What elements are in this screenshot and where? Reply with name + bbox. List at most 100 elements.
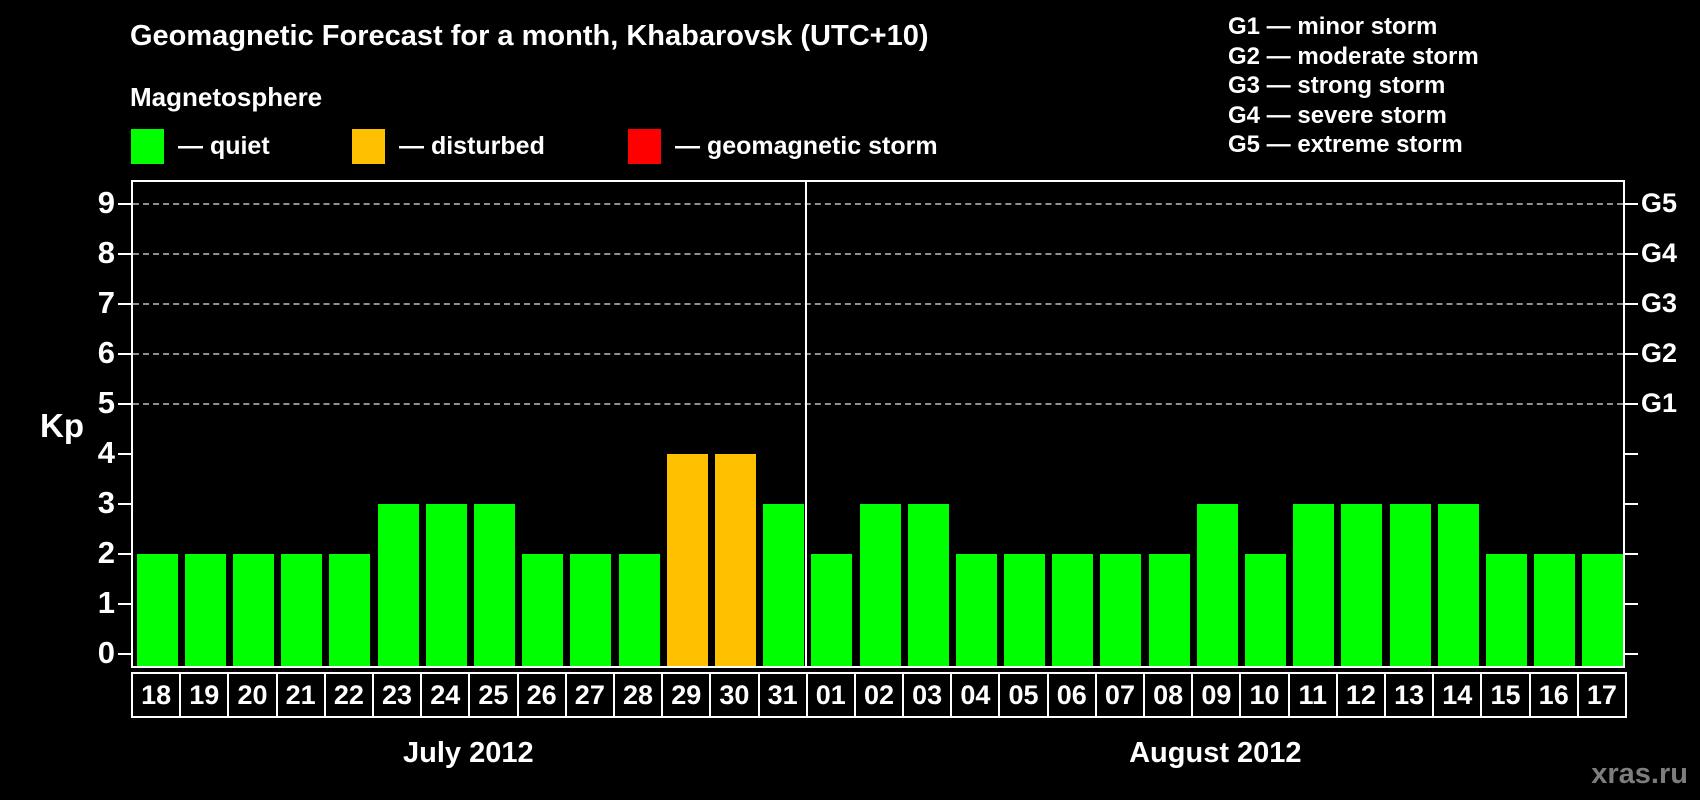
- y-axis-tick-right-4: [1625, 453, 1638, 455]
- day-label-08: 08: [1143, 672, 1194, 718]
- day-label-22: 22: [323, 672, 374, 718]
- g-scale-legend-line: G2 — moderate storm: [1228, 42, 1479, 70]
- kp-bar-day-09: [1196, 504, 1238, 666]
- g-scale-legend-line: G4 — severe storm: [1228, 101, 1447, 129]
- disturbed-color-swatch: [352, 128, 385, 164]
- kp-bar-day-17: [1582, 554, 1624, 666]
- legend-item-label: — disturbed: [399, 131, 545, 160]
- y-axis-label-9: 9: [97, 185, 115, 220]
- y-axis-tick-right-2: [1625, 553, 1638, 555]
- kp-bar-day-28: [618, 554, 660, 666]
- watermark: xras.ru: [1591, 758, 1688, 790]
- kp-bar-day-22: [329, 554, 371, 666]
- y-axis-label-2: 2: [97, 535, 115, 570]
- day-label-31: 31: [757, 672, 808, 718]
- month-separator-line: [804, 182, 807, 666]
- y-axis-tick-left-6: [118, 353, 131, 355]
- y-axis-tick-right-0: [1625, 653, 1638, 655]
- day-label-20: 20: [227, 672, 278, 718]
- kp-bar-day-14: [1437, 504, 1479, 666]
- day-label-17: 17: [1576, 672, 1627, 718]
- y-axis-tick-right-6: [1625, 353, 1638, 355]
- day-label-19: 19: [179, 672, 230, 718]
- y-axis-tick-left-1: [118, 603, 131, 605]
- day-label-28: 28: [612, 672, 664, 718]
- legend-item-label: — quiet: [178, 131, 270, 160]
- day-label-03: 03: [902, 672, 953, 718]
- kp-bar-day-03: [907, 504, 949, 666]
- quiet-color-swatch: [131, 128, 164, 164]
- day-label-30: 30: [709, 672, 760, 718]
- day-label-05: 05: [998, 672, 1049, 718]
- day-label-11: 11: [1287, 672, 1338, 718]
- plot-area: 0 1 2 3 4 5 6 7 8 9 G1 G2 G3 G4 G5: [98, 180, 1677, 670]
- y-axis-label-1: 1: [97, 585, 115, 620]
- kp-bar-day-16: [1534, 554, 1576, 666]
- g-scale-legend-line: G3 — strong storm: [1228, 72, 1446, 99]
- day-label-12: 12: [1335, 672, 1387, 718]
- magnetosphere-legend-heading: Magnetosphere: [130, 82, 323, 112]
- day-label-15: 15: [1480, 672, 1531, 718]
- kp-bar-day-24: [425, 504, 467, 666]
- day-label-04: 04: [950, 672, 1001, 718]
- day-label-16: 16: [1528, 672, 1579, 718]
- y-axis-tick-right-7: [1625, 303, 1638, 305]
- gridline-kp-6: [133, 353, 1623, 355]
- y-axis-label-8: 8: [97, 235, 115, 270]
- day-label-18: 18: [131, 672, 182, 718]
- kp-bar-day-12: [1341, 504, 1383, 666]
- y-axis-label-0: 0: [97, 635, 115, 670]
- y-axis-tick-right-3: [1625, 503, 1638, 505]
- storm-color-swatch: [628, 128, 661, 164]
- y-axis-label-3: 3: [97, 485, 115, 520]
- g-scale-legend-line: G1 — minor storm: [1228, 13, 1438, 40]
- legend-item-disturbed: — disturbed: [352, 128, 545, 164]
- g-scale-legend: G1 — minor storm G2 — moderate storm G3 …: [1228, 12, 1479, 160]
- kp-bar-day-18: [136, 554, 178, 666]
- page-title: Geomagnetic Forecast for a month, Khabar…: [130, 20, 929, 52]
- kp-bar-day-20: [232, 554, 274, 666]
- kp-bar-day-19: [184, 554, 226, 666]
- month-label-1: August 2012: [1129, 737, 1302, 769]
- kp-bar-day-21: [281, 554, 323, 666]
- legend-item-label: — geomagnetic storm: [675, 131, 938, 160]
- y-axis-tick-left-3: [118, 503, 131, 505]
- kp-bar-day-27: [570, 554, 612, 666]
- kp-bar-day-05: [1004, 554, 1046, 666]
- kp-bar-day-01: [811, 554, 853, 666]
- gridline-kp-5: [133, 403, 1623, 405]
- day-label-14: 14: [1432, 672, 1483, 718]
- kp-bar-day-10: [1245, 554, 1287, 666]
- kp-bar-day-06: [1052, 554, 1094, 666]
- gridline-kp-7: [133, 303, 1623, 305]
- day-label-10: 10: [1239, 672, 1290, 718]
- day-label-23: 23: [371, 672, 423, 718]
- gridline-kp-9: [133, 203, 1623, 205]
- day-label-21: 21: [275, 672, 326, 718]
- day-label-25: 25: [468, 672, 519, 718]
- kp-bar-day-30: [714, 454, 756, 666]
- kp-bar-day-23: [377, 504, 419, 666]
- day-label-06: 06: [1046, 672, 1097, 718]
- month-label-0: July 2012: [403, 737, 534, 769]
- y-axis-tick-right-1: [1625, 603, 1638, 605]
- day-label-01: 01: [805, 672, 856, 718]
- y-axis-label-4: 4: [97, 435, 115, 470]
- y-axis-tick-left-7: [118, 303, 131, 305]
- y-axis-tick-left-5: [118, 403, 131, 405]
- y-axis-tick-right-8: [1625, 253, 1638, 255]
- kp-bar-day-29: [666, 454, 708, 666]
- day-label-07: 07: [1094, 672, 1146, 718]
- right-axis-label-G5: G5: [1641, 188, 1678, 218]
- right-axis-label-G4: G4: [1641, 238, 1678, 268]
- day-label-24: 24: [420, 672, 471, 718]
- day-label-29: 29: [661, 672, 712, 718]
- kp-bar-day-07: [1100, 554, 1142, 666]
- kp-bar-day-15: [1486, 554, 1528, 666]
- kp-bar-day-25: [473, 504, 515, 666]
- gridline-kp-8: [133, 253, 1623, 255]
- legend-item-quiet: — quiet: [131, 128, 270, 164]
- right-axis-label-G1: G1: [1641, 388, 1678, 418]
- day-label-13: 13: [1384, 672, 1435, 718]
